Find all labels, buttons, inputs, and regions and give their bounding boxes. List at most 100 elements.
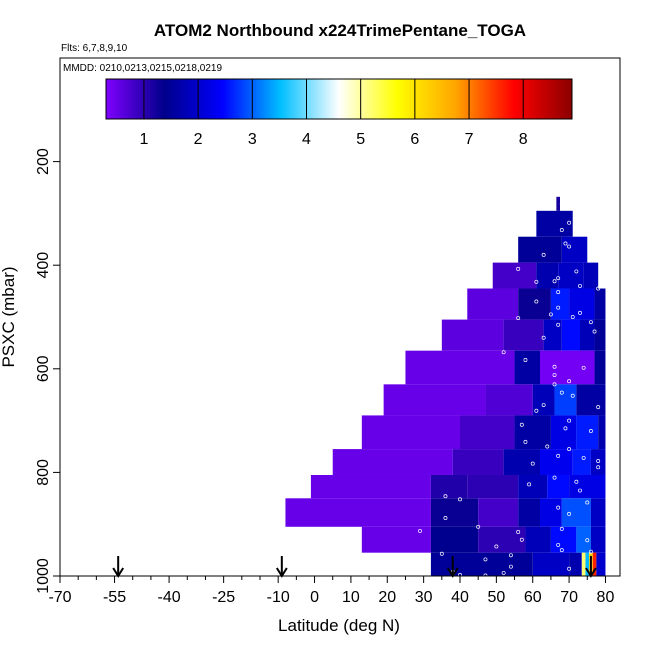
heatmap-cell	[485, 384, 533, 416]
heatmap-cell	[590, 526, 606, 553]
x-tick-label: 70	[560, 589, 578, 606]
observation-point	[596, 286, 601, 291]
observation-point	[559, 202, 564, 207]
observation-point	[458, 497, 462, 502]
heatmap-cell	[536, 210, 573, 237]
heatmap-cell	[503, 449, 540, 475]
heatmap-cell	[590, 498, 606, 527]
heatmap-cell	[518, 236, 562, 263]
heatmap-cell	[569, 474, 606, 499]
heatmap-cell	[540, 350, 595, 385]
heatmap-cell	[569, 552, 582, 576]
observation-point	[596, 459, 601, 463]
y-axis-label: PSXC (mbar)	[0, 266, 18, 367]
heatmap-cell	[596, 552, 606, 576]
heatmap-cell	[550, 526, 577, 553]
observation-point	[519, 537, 524, 542]
heatmap-cell	[285, 498, 431, 527]
observation-point	[541, 403, 546, 408]
x-tick-label: 30	[415, 589, 433, 606]
observation-point	[552, 364, 557, 369]
observation-point	[534, 279, 539, 284]
observation-point	[552, 475, 557, 480]
observation-point	[556, 453, 561, 458]
heatmap-cell	[561, 236, 588, 263]
heatmap-cell	[590, 449, 606, 475]
heatmap-cell	[361, 526, 431, 553]
observation-point	[530, 461, 535, 466]
observation-point	[578, 283, 582, 288]
heatmap-cell	[452, 449, 504, 475]
observation-point	[523, 358, 528, 362]
heatmap-cell	[467, 474, 519, 499]
observation-point	[567, 447, 572, 452]
heatmap-cell	[592, 552, 597, 576]
observation-point	[559, 548, 564, 553]
heatmap-cell	[580, 319, 595, 351]
observation-point	[552, 279, 557, 284]
x-tick-label: 20	[378, 589, 396, 606]
observation-point	[519, 422, 524, 427]
heatmap-cell	[598, 415, 606, 450]
heatmap-cell	[430, 526, 479, 553]
y-tick-label: 200	[35, 148, 52, 175]
x-tick-label: 60	[524, 589, 542, 606]
observation-point	[570, 393, 575, 398]
x-tick-label: -40	[158, 589, 181, 606]
x-tick-label: 80	[597, 589, 615, 606]
x-tick-label: -10	[267, 589, 290, 606]
observation-point	[581, 455, 586, 460]
heatmap-cell	[554, 384, 577, 416]
heatmap-cell	[576, 384, 606, 416]
observation-point	[556, 505, 561, 510]
y-tick-label: 600	[35, 355, 52, 382]
observation-point	[567, 511, 572, 516]
colorbar-tick-label: 5	[356, 131, 365, 148]
x-tick-label: -70	[48, 589, 71, 606]
flights-label: Flts: 6,7,8,9,10	[61, 43, 128, 54]
observation-point	[567, 220, 572, 225]
colorbar-tick-label: 2	[194, 131, 203, 148]
heatmap-cell	[581, 552, 586, 576]
heatmap-cell	[332, 449, 453, 475]
observation-point	[552, 373, 557, 377]
heatmap-cell	[478, 526, 526, 553]
heatmap-cell	[594, 350, 606, 385]
heatmap-cell	[576, 526, 591, 553]
observation-point	[563, 241, 568, 246]
heatmap-cell	[569, 288, 595, 320]
dates-label: MMDD: 0210,0213,0215,0218,0219	[63, 63, 222, 74]
heatmap-cell	[518, 474, 548, 499]
observation-point	[494, 544, 499, 549]
heatmap-cell	[361, 415, 460, 450]
heatmap-cell	[518, 288, 551, 320]
observation-point	[563, 426, 568, 431]
heatmap-cell	[405, 350, 515, 385]
heatmap-cell	[478, 498, 519, 527]
x-tick-label: 10	[342, 589, 360, 606]
heatmap-cell	[441, 319, 504, 351]
y-tick-label: 400	[35, 252, 52, 279]
colorbar-tick-label: 3	[248, 131, 257, 148]
observation-point	[574, 479, 579, 484]
observation-point	[588, 320, 593, 325]
heatmap-cell	[540, 449, 573, 475]
heatmap-cell	[585, 552, 590, 576]
observation-point	[552, 382, 557, 387]
observation-point	[581, 365, 586, 370]
colorbar-tick-label: 8	[519, 131, 528, 148]
heatmap-cell	[556, 196, 560, 211]
heatmap-cell	[594, 288, 606, 320]
observation-point	[534, 299, 539, 304]
observation-point	[596, 405, 601, 410]
observation-point	[527, 482, 532, 487]
observation-point	[588, 549, 593, 554]
colorbar-tick-label: 4	[302, 131, 311, 148]
heatmap-cell	[583, 262, 599, 289]
observation-point	[556, 542, 561, 547]
observation-point	[508, 564, 513, 569]
observation-point	[559, 228, 564, 232]
chart-title: ATOM2 Northbound x224TrimePentane_TOGA	[154, 21, 526, 40]
observation-point	[418, 528, 422, 533]
colorbar-ticks: 1 2 3 4 5 6 7 8	[139, 79, 528, 148]
